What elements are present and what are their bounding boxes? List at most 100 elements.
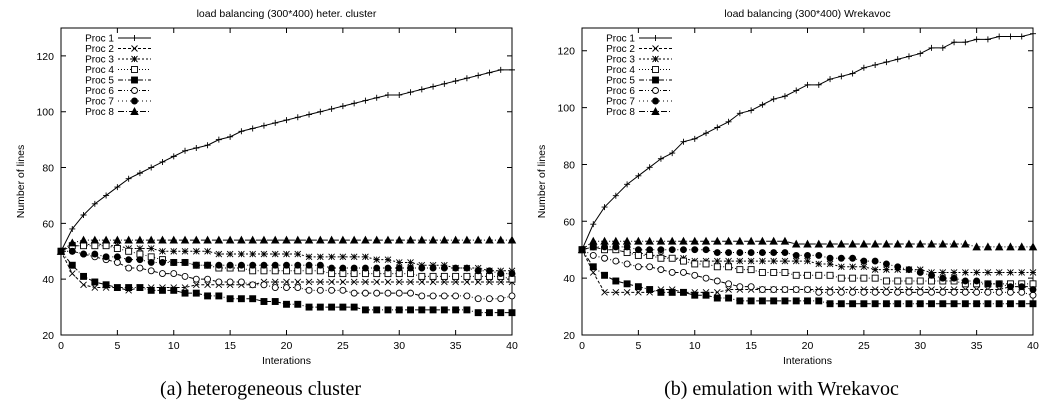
data-point xyxy=(645,236,654,245)
data-point xyxy=(271,278,279,286)
data-point xyxy=(1029,269,1037,276)
data-point xyxy=(180,235,190,244)
data-point xyxy=(949,239,959,248)
x-tick-label: 35 xyxy=(450,340,462,352)
legend-marker xyxy=(652,66,659,73)
legend-marker xyxy=(131,35,138,41)
data-point xyxy=(838,263,845,271)
data-point xyxy=(441,80,448,87)
data-point xyxy=(759,101,766,108)
data-point xyxy=(418,86,425,93)
data-point xyxy=(260,281,268,289)
data-point xyxy=(338,235,348,244)
data-point xyxy=(996,33,1003,40)
legend-marker xyxy=(652,45,659,52)
data-point xyxy=(1018,283,1026,291)
data-point xyxy=(657,246,665,254)
data-point xyxy=(486,272,493,280)
data-point xyxy=(872,61,879,68)
chart-title: load balancing (300*400) heter. cluster xyxy=(197,8,377,20)
data-point xyxy=(758,297,766,305)
data-point xyxy=(294,278,302,286)
data-point xyxy=(91,200,98,207)
data-point xyxy=(804,297,811,305)
data-point xyxy=(770,269,778,276)
data-point xyxy=(508,270,516,278)
data-point xyxy=(203,235,212,244)
y-axis-label: Number of lines xyxy=(536,145,548,219)
data-point xyxy=(939,274,947,282)
data-point xyxy=(294,300,302,308)
data-point xyxy=(271,261,279,269)
data-point xyxy=(725,118,732,125)
data-point xyxy=(804,286,811,293)
series-line xyxy=(60,69,512,252)
legend-marker xyxy=(651,107,660,115)
data-point xyxy=(496,235,505,244)
data-point xyxy=(214,235,224,244)
data-point xyxy=(804,257,811,265)
data-point xyxy=(871,288,879,296)
figure-caption: (b) emulation with Wrekavoc xyxy=(664,378,899,400)
data-point xyxy=(905,53,912,60)
data-point xyxy=(781,249,789,257)
data-point xyxy=(394,235,404,244)
data-point xyxy=(102,281,110,289)
data-point xyxy=(747,266,755,274)
data-point xyxy=(680,138,687,145)
data-point xyxy=(747,283,755,291)
data-point xyxy=(283,284,290,292)
data-point xyxy=(159,247,166,255)
data-point xyxy=(339,253,347,261)
data-point xyxy=(983,242,993,251)
data-point xyxy=(928,288,935,296)
data-point xyxy=(429,272,437,280)
data-point xyxy=(101,235,111,244)
data-point xyxy=(860,64,867,71)
data-point xyxy=(894,288,902,296)
data-point xyxy=(373,289,381,297)
data-point xyxy=(204,247,211,255)
data-point xyxy=(361,289,369,297)
data-point xyxy=(736,110,743,117)
data-point xyxy=(373,270,381,278)
data-point xyxy=(882,277,890,285)
data-point xyxy=(283,300,290,308)
data-point xyxy=(407,259,414,266)
data-point xyxy=(781,269,789,276)
data-point xyxy=(702,246,710,254)
y-axis-label: Number of lines xyxy=(15,145,27,219)
data-point xyxy=(407,264,414,272)
data-point xyxy=(272,119,279,126)
legend-label: Proc 6 xyxy=(606,86,635,97)
figure-panel-b: load balancing (300*400) Wrekavoc 0 5 10 15 2… xyxy=(521,0,1042,415)
data-point xyxy=(894,300,902,308)
data-point xyxy=(691,246,699,254)
data-point xyxy=(804,271,811,279)
data-point xyxy=(1018,33,1025,40)
data-point xyxy=(746,236,756,245)
data-point xyxy=(646,164,653,171)
y-tick-label: 20 xyxy=(42,330,54,342)
data-point xyxy=(657,254,665,262)
data-point xyxy=(938,239,948,248)
data-point xyxy=(871,266,879,273)
data-point xyxy=(260,261,268,269)
data-point xyxy=(758,286,766,293)
data-point xyxy=(395,264,403,272)
data-point xyxy=(146,235,156,244)
data-point xyxy=(612,289,620,296)
data-point xyxy=(361,264,369,272)
data-point xyxy=(463,272,471,280)
data-point xyxy=(905,300,913,308)
data-point xyxy=(635,172,642,179)
data-point xyxy=(894,56,901,63)
data-point xyxy=(736,249,744,257)
data-point xyxy=(136,250,144,258)
data-point xyxy=(182,147,189,154)
data-point xyxy=(451,235,460,244)
data-point xyxy=(125,256,133,264)
data-point xyxy=(791,239,801,248)
data-point xyxy=(373,306,381,314)
data-point xyxy=(508,275,516,283)
